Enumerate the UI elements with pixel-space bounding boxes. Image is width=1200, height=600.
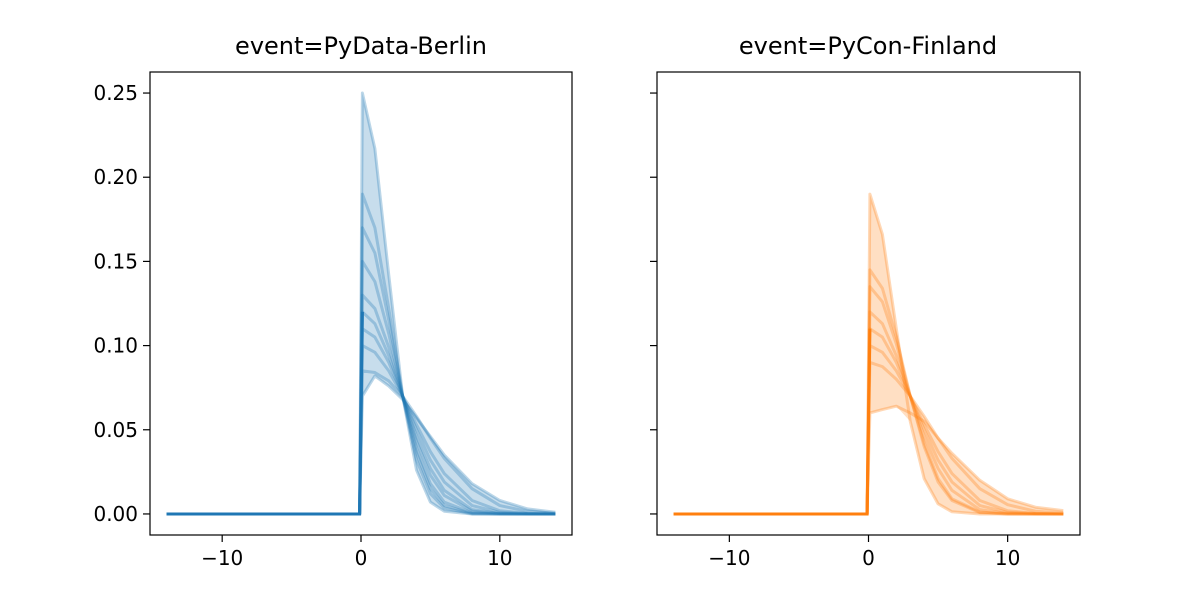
- uncertainty-band: [166, 93, 556, 514]
- panel-pycon-finland: event=PyCon-Finland −10 0 10: [650, 32, 1081, 570]
- x-tick-label: 0: [355, 546, 368, 570]
- main-line: [673, 328, 872, 516]
- x-tick-label: −10: [708, 546, 750, 570]
- y-tick-label: 0.05: [93, 418, 138, 442]
- main-line: [166, 311, 364, 516]
- panel-pydata-berlin: event=PyData-Berlin −10 0 10 0.00 0.05 0.10 0.…: [93, 32, 573, 570]
- x-tick-label: −10: [201, 546, 243, 570]
- y-tick-label: 0.20: [93, 165, 138, 189]
- y-tick-label: 0.15: [93, 249, 138, 273]
- series-line-2: [166, 226, 556, 516]
- y-tick-label: 0.10: [93, 334, 138, 358]
- series-line-0: [166, 91, 556, 516]
- series-line-4: [166, 293, 556, 516]
- series-line-1: [673, 268, 1064, 516]
- series-line-3: [166, 259, 556, 516]
- series-line-5: [166, 310, 556, 516]
- y-tick-label: 0.00: [93, 502, 138, 526]
- x-tick-label: 0: [862, 546, 875, 570]
- x-tick-label: 10: [487, 546, 512, 570]
- y-tick-label: 0.25: [93, 81, 138, 105]
- panel-title: event=PyCon-Finland: [739, 32, 997, 60]
- series-line-2: [673, 285, 1064, 516]
- series-line-3: [673, 310, 1064, 516]
- series-line-0: [673, 192, 1064, 516]
- series-line-1: [166, 192, 556, 516]
- panel-title: event=PyData-Berlin: [235, 32, 487, 60]
- x-tick-label: 10: [995, 546, 1020, 570]
